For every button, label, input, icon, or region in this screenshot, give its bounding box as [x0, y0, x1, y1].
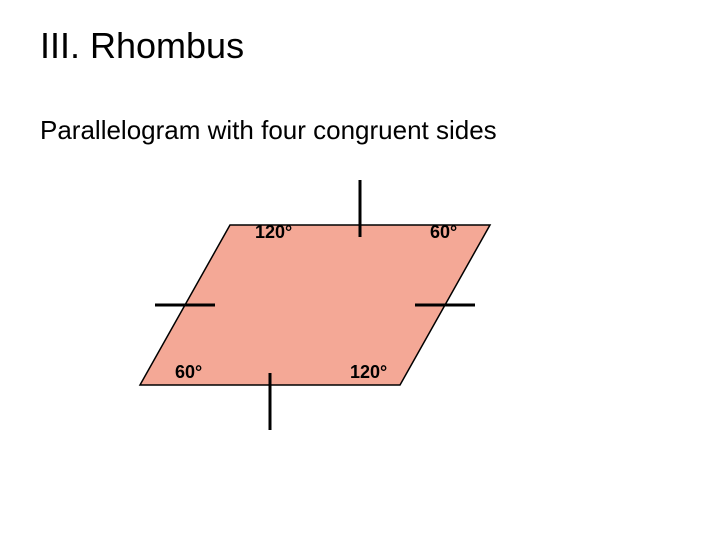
page-subtitle: Parallelogram with four congruent sides	[40, 115, 497, 146]
page-title: III. Rhombus	[40, 25, 244, 67]
angle-label-top-left: 120°	[255, 222, 292, 242]
rhombus-svg: 120° 60° 60° 120°	[120, 175, 540, 455]
angle-label-bottom-left: 60°	[175, 362, 202, 382]
angle-label-top-right: 60°	[430, 222, 457, 242]
rhombus-diagram: 120° 60° 60° 120°	[120, 175, 540, 460]
angle-label-bottom-right: 120°	[350, 362, 387, 382]
